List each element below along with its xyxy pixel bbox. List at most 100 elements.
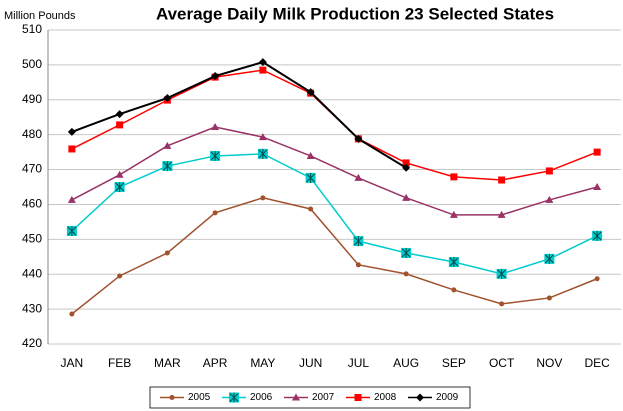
series-line bbox=[71, 126, 598, 216]
marker bbox=[592, 230, 603, 241]
marker bbox=[355, 262, 361, 268]
series-line bbox=[71, 69, 598, 181]
marker bbox=[258, 58, 267, 67]
x-tick-label: JUL bbox=[348, 356, 370, 370]
marker-star bbox=[592, 230, 602, 241]
marker bbox=[354, 173, 363, 181]
marker bbox=[354, 394, 362, 401]
x-tick-label: FEB bbox=[108, 356, 131, 370]
marker bbox=[353, 236, 364, 247]
marker bbox=[499, 301, 505, 307]
marker bbox=[292, 393, 300, 401]
x-tick-label: AUG bbox=[393, 356, 419, 370]
y-tick-label: 470 bbox=[22, 162, 42, 176]
marker bbox=[162, 161, 173, 172]
marker bbox=[545, 195, 554, 203]
marker bbox=[67, 195, 76, 203]
marker bbox=[169, 395, 175, 400]
marker bbox=[306, 88, 315, 97]
marker bbox=[305, 172, 316, 183]
marker bbox=[163, 141, 172, 149]
marker bbox=[69, 311, 75, 317]
marker bbox=[546, 295, 552, 301]
series-line bbox=[71, 153, 598, 275]
marker bbox=[260, 195, 266, 201]
marker bbox=[116, 121, 124, 129]
x-tick-label: OCT bbox=[489, 356, 515, 370]
y-axis-label: Million Pounds bbox=[4, 10, 76, 22]
marker-star bbox=[67, 225, 77, 236]
legend-label: 2007 bbox=[312, 392, 335, 403]
y-tick-label: 430 bbox=[22, 301, 42, 315]
marker bbox=[67, 127, 76, 136]
x-tick-label: NOV bbox=[536, 356, 562, 370]
marker bbox=[402, 163, 411, 172]
y-tick-label: 450 bbox=[22, 232, 42, 246]
marker-star bbox=[545, 253, 554, 264]
marker bbox=[308, 206, 314, 212]
x-tick-label: MAR bbox=[154, 356, 181, 370]
x-tick-label: APR bbox=[203, 356, 228, 370]
marker-star bbox=[210, 150, 220, 161]
series-line bbox=[71, 197, 598, 315]
marker-star bbox=[163, 161, 172, 172]
marker bbox=[306, 151, 315, 159]
marker bbox=[402, 159, 410, 167]
marker-star bbox=[115, 182, 124, 192]
legend-label: 2005 bbox=[188, 392, 211, 403]
marker-star bbox=[354, 236, 363, 247]
y-tick-label: 490 bbox=[22, 92, 42, 106]
marker bbox=[448, 257, 459, 268]
marker-star bbox=[306, 172, 315, 183]
legend-label: 2006 bbox=[250, 392, 273, 403]
marker-star bbox=[258, 148, 268, 159]
marker bbox=[115, 110, 124, 119]
marker-star bbox=[497, 268, 506, 279]
marker bbox=[449, 210, 458, 218]
y-tick-label: 500 bbox=[22, 57, 42, 71]
marker bbox=[117, 273, 123, 279]
marker bbox=[259, 66, 267, 74]
marker bbox=[594, 276, 600, 282]
series-line bbox=[71, 61, 407, 169]
marker bbox=[498, 176, 506, 184]
marker bbox=[115, 170, 124, 178]
marker bbox=[211, 122, 220, 130]
chart-title: Average Daily Milk Production 23 Selecte… bbox=[156, 4, 554, 23]
y-tick-label: 460 bbox=[22, 197, 42, 211]
marker bbox=[354, 134, 363, 143]
legend-label: 2009 bbox=[436, 392, 459, 403]
x-tick-label: DEC bbox=[584, 356, 610, 370]
marker bbox=[544, 253, 555, 264]
marker bbox=[164, 250, 170, 256]
marker bbox=[257, 148, 268, 159]
x-tick-label: JUN bbox=[299, 356, 322, 370]
marker bbox=[402, 193, 411, 201]
marker bbox=[210, 150, 221, 161]
marker bbox=[229, 392, 239, 403]
marker-star bbox=[229, 392, 239, 403]
marker bbox=[114, 182, 125, 192]
marker bbox=[401, 247, 412, 258]
marker bbox=[163, 94, 172, 103]
legend-box bbox=[149, 386, 471, 409]
marker bbox=[496, 268, 507, 279]
x-tick-label: MAY bbox=[250, 356, 275, 370]
marker bbox=[68, 145, 76, 153]
marker bbox=[66, 225, 77, 236]
y-tick-label: 480 bbox=[22, 127, 42, 141]
marker bbox=[403, 271, 409, 277]
marker bbox=[593, 148, 601, 156]
x-tick-label: JAN bbox=[61, 356, 84, 370]
marker bbox=[450, 173, 458, 181]
marker bbox=[451, 287, 457, 293]
marker-star bbox=[449, 257, 459, 268]
y-tick-label: 440 bbox=[22, 266, 42, 280]
marker bbox=[258, 133, 267, 141]
y-tick-label: 420 bbox=[22, 336, 42, 350]
marker-star bbox=[401, 247, 411, 258]
marker bbox=[497, 210, 506, 218]
marker bbox=[545, 167, 553, 175]
marker bbox=[593, 183, 602, 190]
x-tick-label: SEP bbox=[442, 356, 466, 370]
